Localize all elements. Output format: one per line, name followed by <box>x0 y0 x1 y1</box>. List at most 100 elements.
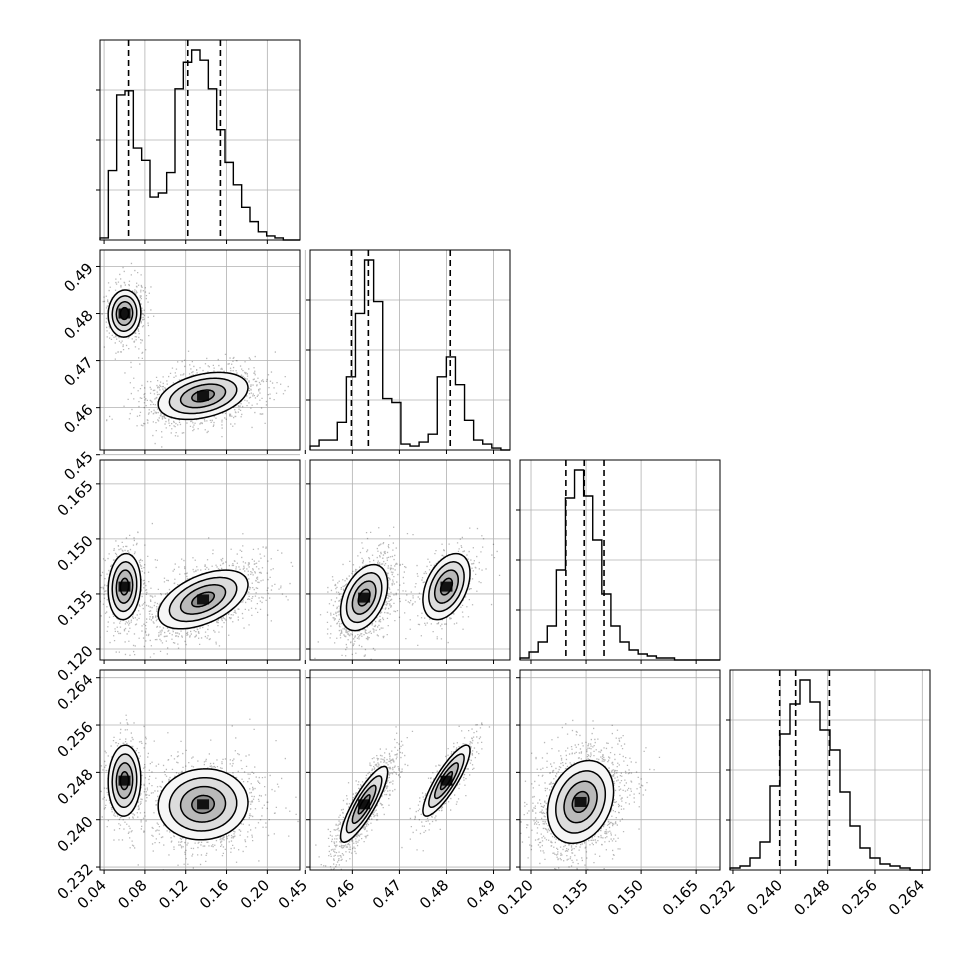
contour-line <box>168 377 238 415</box>
y-tick-label: 0.49 <box>60 259 96 295</box>
histogram-step <box>729 679 930 871</box>
panel-content <box>315 722 491 870</box>
x-tick-label: 0.240 <box>743 876 786 919</box>
contour-line <box>345 572 383 624</box>
contour-line <box>563 780 598 824</box>
contour-line <box>191 591 216 608</box>
contour-line <box>555 770 607 834</box>
contour-line <box>345 775 383 834</box>
panel-frame <box>309 459 511 661</box>
panel-content <box>314 526 501 660</box>
panel-content <box>100 714 299 870</box>
contour-line <box>115 301 134 327</box>
density-peak <box>118 308 131 319</box>
scatter-panel-3-1 <box>304 669 511 871</box>
contour-line <box>107 552 142 621</box>
scatter-panel-2-0 <box>99 459 301 661</box>
y-tick-label: 0.256 <box>54 718 97 761</box>
x-tick-label: 0.150 <box>604 876 647 919</box>
contour-line <box>119 771 130 791</box>
contour-line <box>433 569 459 604</box>
contour-line <box>422 552 471 621</box>
contour-line <box>339 563 389 632</box>
histogram-step <box>519 469 720 661</box>
contour-line <box>357 588 371 607</box>
contour-line <box>571 790 590 814</box>
contour-line <box>115 762 134 800</box>
x-tick-label: 0.47 <box>369 876 405 912</box>
panel-content <box>520 719 661 870</box>
contour-line <box>157 569 249 630</box>
contour-line <box>428 753 465 809</box>
x-tick-label: 0.46 <box>322 876 358 912</box>
density-peak <box>358 592 371 603</box>
x-tick-label: 0.135 <box>549 876 592 919</box>
contour-line <box>351 784 377 825</box>
panel-frame <box>99 249 301 451</box>
scatter-panel-1-0 <box>99 249 301 456</box>
density-peak <box>197 799 210 810</box>
scatter-panel-2-1 <box>304 459 511 661</box>
contour-line <box>179 383 227 409</box>
contour-line <box>107 289 142 338</box>
density-peak <box>440 581 453 592</box>
x-tick-label: 0.20 <box>237 876 273 912</box>
histogram-panel-0 <box>99 39 301 241</box>
x-tick-label: 0.16 <box>196 876 232 912</box>
panel-border <box>99 669 301 871</box>
histogram-step <box>99 49 300 241</box>
panel-border <box>519 669 721 871</box>
y-tick-label: 0.150 <box>54 532 97 575</box>
y-tick-label: 0.248 <box>54 765 97 808</box>
x-tick-label: 0.12 <box>155 876 191 912</box>
contour-line <box>168 776 238 832</box>
scatter-points <box>100 522 294 658</box>
contour-line <box>546 759 615 845</box>
y-tick-label: 0.135 <box>54 587 97 630</box>
y-tick-label: 0.165 <box>54 477 97 520</box>
panel-frame <box>309 669 511 871</box>
histogram-panel-3 <box>729 669 931 871</box>
density-peak <box>440 775 453 786</box>
y-tick-label: 0.46 <box>60 401 96 437</box>
histogram-panel-2 <box>519 459 721 661</box>
histogram-panel-1 <box>304 249 511 451</box>
x-tick-label: 0.232 <box>696 876 739 919</box>
contour-line <box>119 306 130 321</box>
density-peak <box>574 796 587 807</box>
contour-line <box>439 771 454 791</box>
panel-frame <box>519 669 721 871</box>
x-tick-label: 0.48 <box>416 876 452 912</box>
x-tick-label: 0.08 <box>114 876 150 912</box>
density-peak <box>197 594 210 605</box>
panel-border <box>309 459 511 661</box>
contour-line <box>168 576 238 623</box>
x-tick-label: 0.45 <box>275 876 311 912</box>
contour-line <box>439 577 454 596</box>
contour-line <box>422 744 471 817</box>
x-tick-label: 0.120 <box>494 876 537 919</box>
histogram-step <box>309 259 510 451</box>
x-tick-label: 0.165 <box>659 876 702 919</box>
contour-line <box>179 584 227 615</box>
density-peak <box>118 775 131 786</box>
y-tick-label: 0.47 <box>60 354 96 390</box>
contour-line <box>428 561 465 613</box>
contour-line <box>191 794 216 814</box>
contour-line <box>111 753 138 809</box>
contour-line <box>191 389 216 403</box>
contour-line <box>157 768 249 841</box>
contour-line <box>433 762 459 800</box>
panel-content <box>100 262 289 448</box>
panel-border <box>99 249 301 451</box>
y-tick-label: 0.240 <box>54 813 97 856</box>
density-peak <box>118 581 131 592</box>
density-peak <box>197 390 210 401</box>
contour-line <box>115 569 134 604</box>
contour-line <box>111 295 138 332</box>
contour-line <box>357 794 371 815</box>
x-tick-label: 0.248 <box>790 876 833 919</box>
contour-line <box>107 744 142 817</box>
contour-line <box>157 371 249 421</box>
